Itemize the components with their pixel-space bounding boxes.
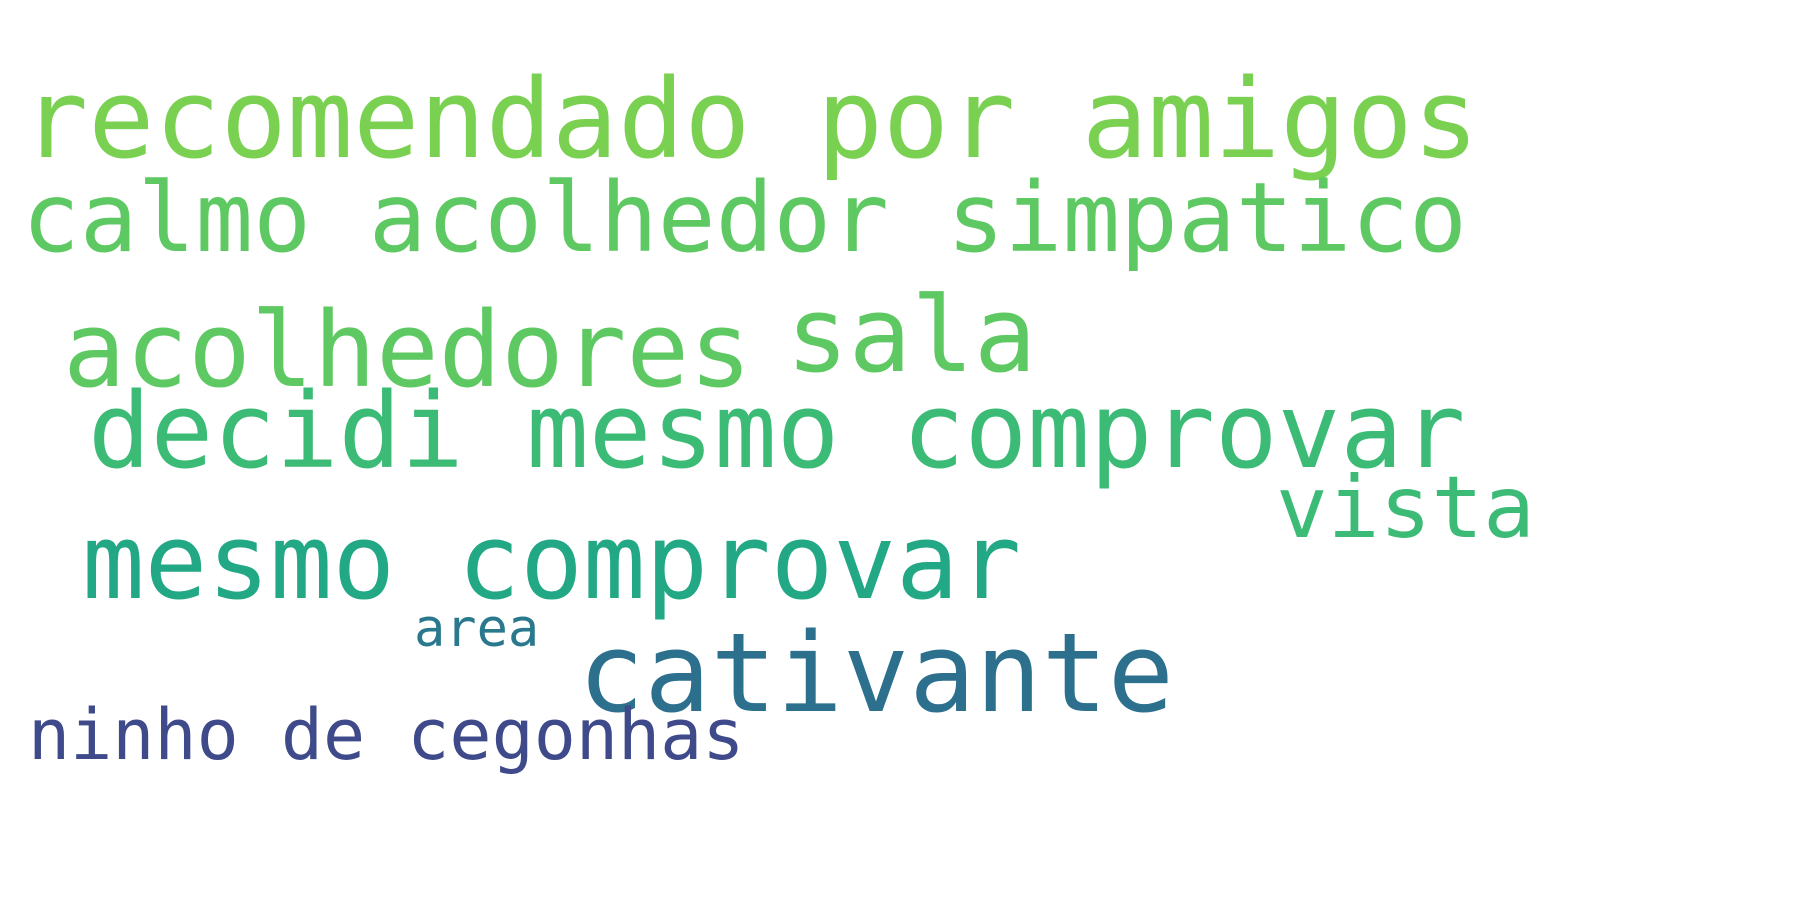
word-calmo-acolhedor-simpatico: calmo acolhedor simpatico: [22, 162, 1467, 274]
word-vista: vista: [1276, 458, 1535, 558]
word-ninho-de-cegonhas: ninho de cegonhas: [28, 694, 745, 776]
word-decidi-mesmo-comprovar: decidi mesmo comprovar: [88, 370, 1466, 492]
word-recomendado-por-amigos: recomendado por amigos: [22, 55, 1479, 183]
word-area: area: [414, 599, 540, 659]
word-acolhedores: acolhedores: [63, 289, 752, 411]
word-mesmo-comprovar: mesmo comprovar: [82, 501, 1022, 623]
word-cativante: cativante: [578, 609, 1175, 737]
word-sala: sala: [786, 274, 1037, 396]
